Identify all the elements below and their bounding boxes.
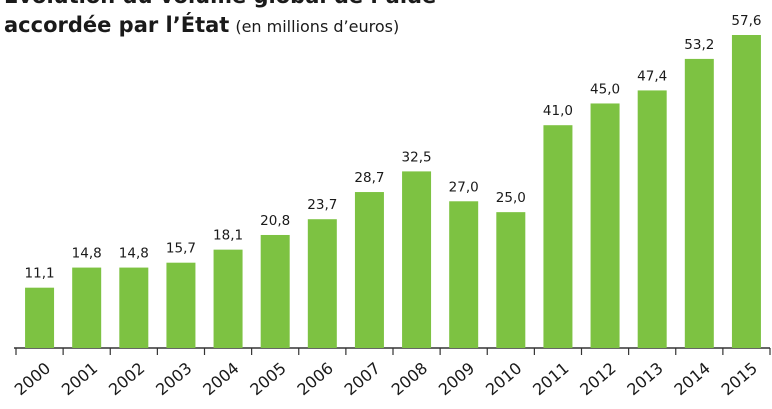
bar <box>307 219 337 348</box>
x-tick-label: 2006 <box>293 359 336 400</box>
x-tick-label: 2007 <box>341 359 384 400</box>
bar <box>213 249 243 348</box>
x-tick-label: 2014 <box>670 359 713 400</box>
bar <box>260 234 290 348</box>
bar <box>119 267 149 348</box>
x-tick-label: 2011 <box>529 359 572 400</box>
x-tick-label: 2013 <box>623 359 666 400</box>
bar <box>354 192 384 348</box>
x-tick-label: 2003 <box>152 359 195 400</box>
bar <box>402 171 432 348</box>
value-label: 57,6 <box>731 13 761 29</box>
value-label: 18,1 <box>213 228 243 244</box>
bar <box>590 103 620 348</box>
x-tick-label: 2010 <box>482 359 525 400</box>
value-label: 15,7 <box>166 241 196 257</box>
bar <box>496 212 526 348</box>
chart-title: Évolution du volume global de l’aide <box>4 0 436 8</box>
chart-title-line: accordée par l’État (en millions d’euros) <box>4 12 399 37</box>
bar <box>543 125 573 348</box>
x-tick-label: 2000 <box>11 359 54 400</box>
value-label: 25,0 <box>496 190 526 206</box>
bar <box>72 267 102 348</box>
bar <box>166 262 196 348</box>
x-tick-label: 2015 <box>718 359 761 400</box>
x-tick-label: 2012 <box>576 359 619 400</box>
value-label: 14,8 <box>72 246 102 262</box>
value-label: 23,7 <box>307 197 337 213</box>
x-tick-label: 2004 <box>199 359 242 400</box>
chart-subtitle: (en millions d’euros) <box>235 17 399 36</box>
bar <box>637 90 667 348</box>
value-label: 53,2 <box>684 37 714 53</box>
x-tick-label: 2009 <box>435 359 478 400</box>
bar <box>25 287 55 348</box>
value-label: 27,0 <box>449 179 479 195</box>
value-label: 20,8 <box>260 213 290 229</box>
value-label: 28,7 <box>354 170 384 186</box>
x-tick-label: 2008 <box>388 359 431 400</box>
bar <box>449 201 479 348</box>
value-label: 11,1 <box>25 266 55 282</box>
x-tick-label: 2001 <box>58 359 101 400</box>
x-tick-label: 2005 <box>246 359 289 400</box>
value-label: 41,0 <box>543 103 573 119</box>
value-label: 14,8 <box>119 246 149 262</box>
bar <box>684 58 714 348</box>
x-tick-label: 2002 <box>105 359 148 400</box>
chart-title-2: accordée par l’État <box>4 12 229 37</box>
value-label: 47,4 <box>637 68 667 84</box>
bar <box>731 35 761 348</box>
value-label: 32,5 <box>402 149 432 165</box>
value-label: 45,0 <box>590 81 620 97</box>
